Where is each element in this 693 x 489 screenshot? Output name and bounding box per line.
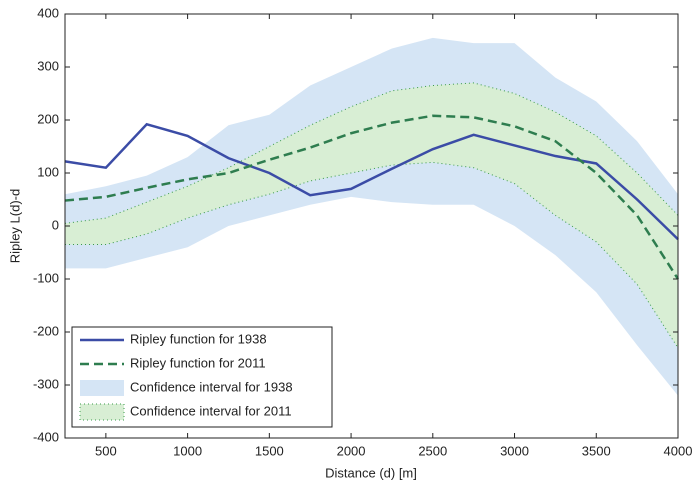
x-tick-label: 1500 [255,443,284,458]
series-line [64,122,679,241]
y-tick-label: -100 [33,270,59,285]
legend-swatch [80,380,124,396]
x-tick-label: 500 [95,443,117,458]
y-tick-label: 200 [37,111,59,126]
x-tick-label: 4000 [664,443,693,458]
x-tick-label: 1000 [173,443,202,458]
series-line [64,114,680,280]
x-tick-label: 3500 [582,443,611,458]
x-axis-label: Distance (d) [m] [325,465,417,480]
y-tick-label: 400 [37,5,59,20]
y-tick-label: -400 [33,429,59,444]
legend-swatch [79,403,125,421]
x-tick-label: 2500 [418,443,447,458]
band-edge [65,161,679,349]
y-tick-label: 300 [37,58,59,73]
x-tick-label: 3000 [500,443,529,458]
x-tick-label: 2000 [337,443,366,458]
y-axis-label: Ripley L(d)-d [7,189,22,263]
y-tick-label: -200 [33,323,59,338]
legend-label: Ripley function for 1938 [130,331,267,346]
legend-label: Ripley function for 2011 [130,355,266,370]
y-tick-label: 100 [37,164,59,179]
legend-label: Confidence interval for 1938 [130,379,293,394]
y-tick-label: -300 [33,376,59,391]
legend: Ripley function for 1938 Ripley function … [71,326,333,428]
y-tick-label: 0 [52,217,59,232]
band-edge [64,82,679,224]
legend-label: Confidence interval for 2011 [130,403,292,418]
